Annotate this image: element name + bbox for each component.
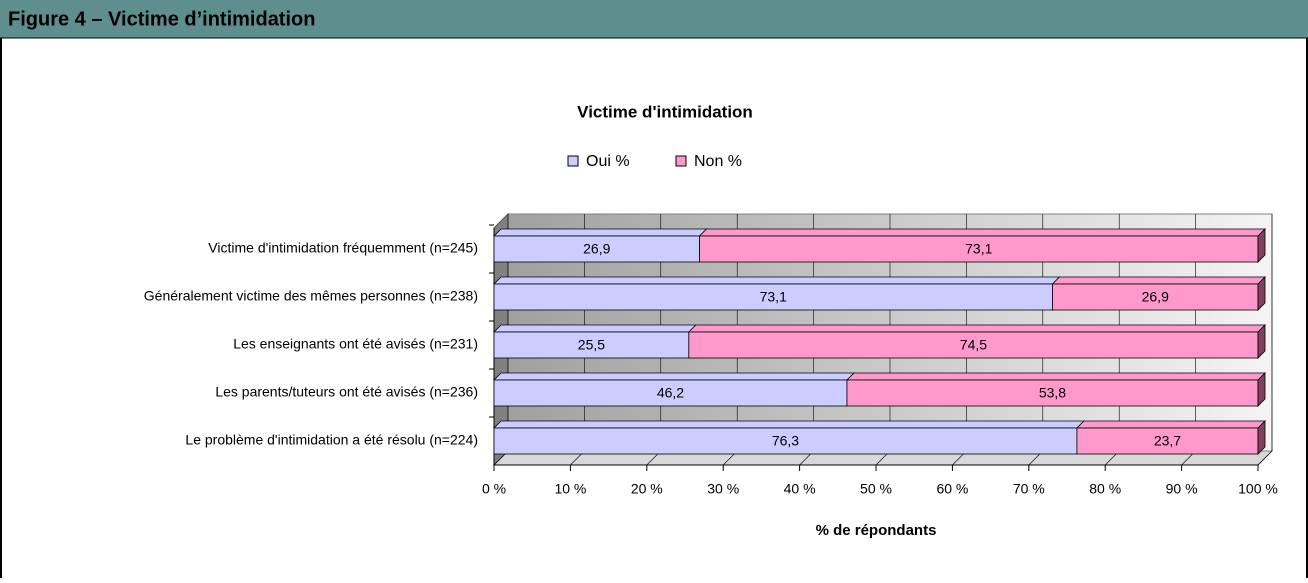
x-tick-label: 100 % (1238, 481, 1278, 497)
bar (699, 235, 1259, 263)
x-tick-label: 90 % (1166, 481, 1198, 497)
bar-top (687, 324, 1266, 333)
y-tick-label: Les parents/tuteurs ont été avisés (n=23… (215, 384, 478, 400)
bar-side (1257, 372, 1266, 407)
chart-title: Victime d'intimidation (577, 102, 753, 121)
bar (1076, 427, 1259, 455)
header-title: Figure 4 – Victime d’intimidation (8, 8, 315, 30)
bar-top (493, 420, 1085, 429)
data-label: 23,7 (1154, 433, 1181, 449)
header-bar (0, 0, 1308, 38)
bar-top (1075, 420, 1266, 429)
bar-top (493, 372, 855, 381)
legend-swatch (675, 155, 687, 167)
data-label: 26,9 (1142, 289, 1169, 305)
x-tick-label: 80 % (1089, 481, 1121, 497)
legend-label: Oui % (586, 153, 630, 170)
axis-title: % de répondants (816, 522, 937, 539)
bar (493, 331, 690, 359)
x-tick-label: 70 % (1013, 481, 1045, 497)
x-tick-label: 60 % (936, 481, 968, 497)
bar (688, 331, 1259, 359)
grid-line (1257, 450, 1273, 466)
y-tick-label: Généralement victime des mêmes personnes… (144, 288, 478, 304)
x-tick-label: 40 % (784, 481, 816, 497)
bar-top (493, 324, 697, 333)
bar-side (1257, 276, 1266, 311)
x-tick-label: 30 % (707, 481, 739, 497)
data-label: 53,8 (1039, 385, 1066, 401)
bar-side (1257, 324, 1266, 359)
data-label: 74,5 (960, 337, 987, 353)
y-tick-label: Victime d'intimidation fréquemment (n=24… (208, 240, 478, 256)
bar-top (698, 228, 1266, 237)
x-tick-label: 10 % (554, 481, 586, 497)
bar-top (493, 276, 1061, 285)
bar-top (1051, 276, 1266, 285)
data-label: 46,2 (657, 385, 684, 401)
bar-side (1257, 228, 1266, 263)
data-label: 73,1 (760, 289, 787, 305)
data-label: 26,9 (583, 241, 610, 257)
x-tick-label: 50 % (860, 481, 892, 497)
bar (493, 379, 848, 407)
bar-side (1257, 420, 1266, 455)
bar-top (846, 372, 1266, 381)
data-label: 73,1 (965, 241, 992, 257)
x-tick-label: 20 % (631, 481, 663, 497)
bar-top (493, 228, 708, 237)
data-label: 76,3 (772, 433, 799, 449)
legend-swatch (567, 155, 579, 167)
y-tick-label: Le problème d'intimidation a été résolu … (185, 432, 478, 448)
y-tick-label: Les enseignants ont été avisés (n=231) (233, 336, 478, 352)
bar (493, 283, 1053, 311)
x-tick-label: 0 % (482, 481, 506, 497)
data-label: 25,5 (578, 337, 605, 353)
legend-label: Non % (694, 153, 742, 170)
bar (493, 235, 700, 263)
